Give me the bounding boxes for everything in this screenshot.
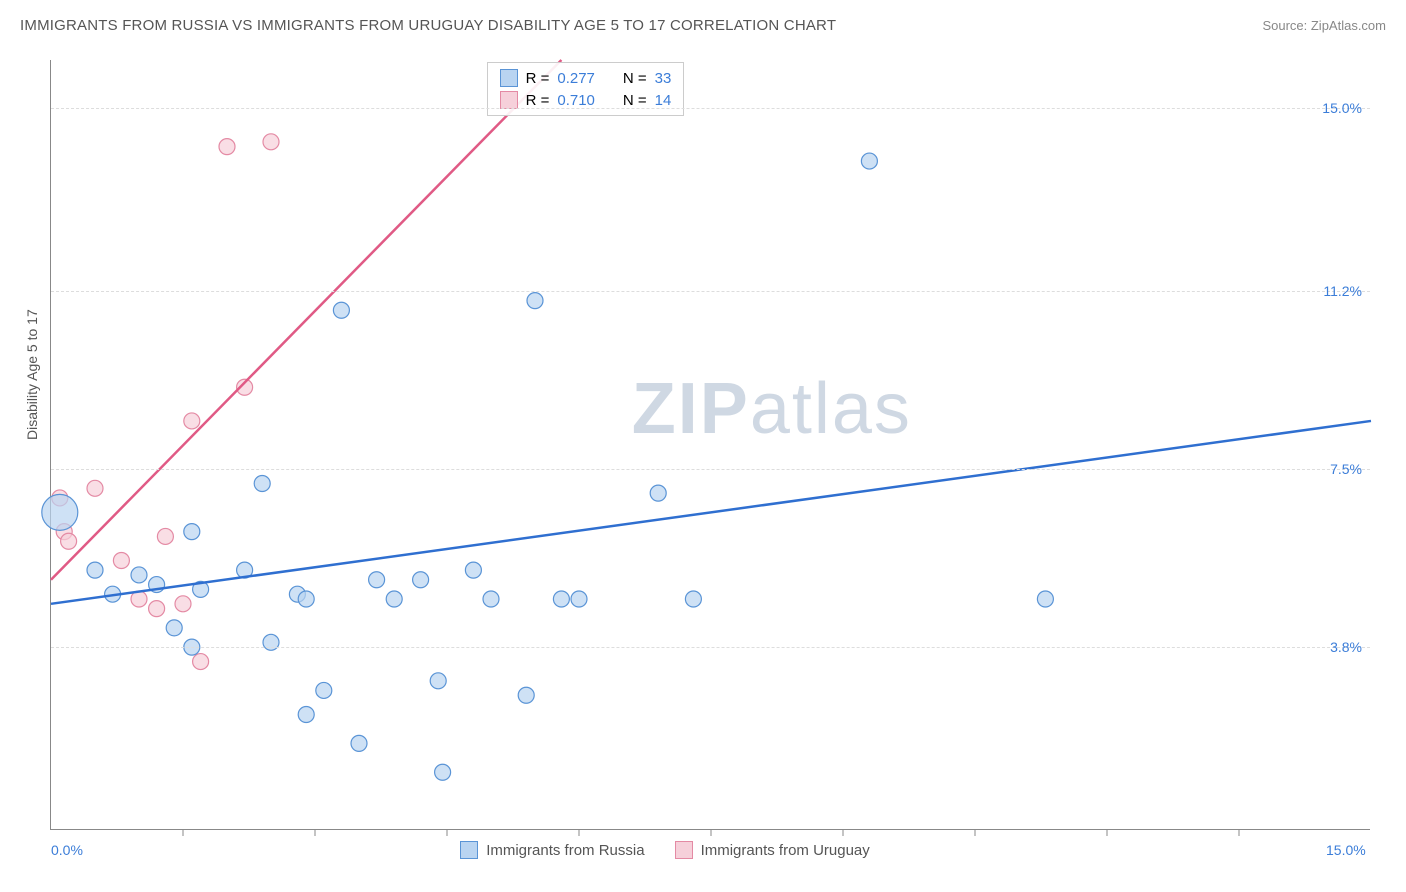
chart-header: IMMIGRANTS FROM RUSSIA VS IMMIGRANTS FRO… [0, 0, 1406, 40]
n-value-series-1: 33 [655, 70, 672, 87]
n-prefix: N = [623, 92, 647, 109]
data-point [527, 293, 543, 309]
data-point [430, 673, 446, 689]
swatch-series-1 [500, 69, 518, 87]
data-point [175, 596, 191, 612]
legend-series-names: Immigrants from Russia Immigrants from U… [460, 841, 870, 859]
data-point [685, 591, 701, 607]
source-attribution: Source: ZipAtlas.com [1262, 18, 1386, 33]
data-point [184, 413, 200, 429]
data-point [518, 687, 534, 703]
legend-item-series-2: Immigrants from Uruguay [675, 841, 870, 859]
data-point [369, 572, 385, 588]
r-value-series-1: 0.277 [557, 70, 595, 87]
series-1-name: Immigrants from Russia [486, 842, 644, 859]
data-point [61, 533, 77, 549]
r-value-series-2: 0.710 [557, 92, 595, 109]
grid-line-h [51, 108, 1370, 109]
scatter-svg [51, 60, 1370, 829]
data-point [149, 601, 165, 617]
data-point [87, 480, 103, 496]
x-tick-label: 0.0% [51, 842, 83, 858]
x-tick-label: 15.0% [1326, 842, 1366, 858]
data-point [87, 562, 103, 578]
y-tick-label: 3.8% [1330, 639, 1362, 655]
source-name: ZipAtlas.com [1311, 18, 1386, 33]
data-point [184, 524, 200, 540]
data-point [1037, 591, 1053, 607]
data-point [298, 707, 314, 723]
swatch-series-2-bottom [675, 841, 693, 859]
data-point [333, 302, 349, 318]
data-point [483, 591, 499, 607]
data-point [254, 476, 270, 492]
data-point [131, 567, 147, 583]
data-point [465, 562, 481, 578]
grid-line-h [51, 647, 1370, 648]
grid-line-h [51, 291, 1370, 292]
data-point [157, 528, 173, 544]
data-point [113, 553, 129, 569]
regression-line [51, 421, 1371, 604]
data-point [413, 572, 429, 588]
series-2-name: Immigrants from Uruguay [701, 842, 870, 859]
data-point [650, 485, 666, 501]
r-prefix: R = [526, 92, 550, 109]
data-point [166, 620, 182, 636]
data-point [42, 494, 78, 530]
y-axis-label: Disability Age 5 to 17 [24, 309, 40, 440]
n-value-series-2: 14 [655, 92, 672, 109]
y-tick-label: 7.5% [1330, 461, 1362, 477]
data-point [316, 682, 332, 698]
data-point [435, 764, 451, 780]
chart-plot-area: ZIPatlas R = 0.277 N = 33 R = 0.710 N = … [50, 60, 1370, 830]
data-point [263, 134, 279, 150]
data-point [219, 139, 235, 155]
data-point [861, 153, 877, 169]
y-tick-label: 11.2% [1323, 283, 1362, 299]
source-prefix: Source: [1262, 18, 1310, 33]
legend-row-series-1: R = 0.277 N = 33 [500, 69, 672, 87]
legend-item-series-1: Immigrants from Russia [460, 841, 644, 859]
data-point [193, 654, 209, 670]
data-point [351, 735, 367, 751]
y-tick-label: 15.0% [1322, 100, 1362, 116]
chart-title: IMMIGRANTS FROM RUSSIA VS IMMIGRANTS FRO… [20, 17, 836, 34]
data-point [553, 591, 569, 607]
swatch-series-2 [500, 91, 518, 109]
data-point [571, 591, 587, 607]
regression-line [51, 60, 561, 580]
r-prefix: R = [526, 70, 550, 87]
legend-row-series-2: R = 0.710 N = 14 [500, 91, 672, 109]
swatch-series-1-bottom [460, 841, 478, 859]
n-prefix: N = [623, 70, 647, 87]
data-point [386, 591, 402, 607]
grid-line-h [51, 469, 1370, 470]
data-point [298, 591, 314, 607]
